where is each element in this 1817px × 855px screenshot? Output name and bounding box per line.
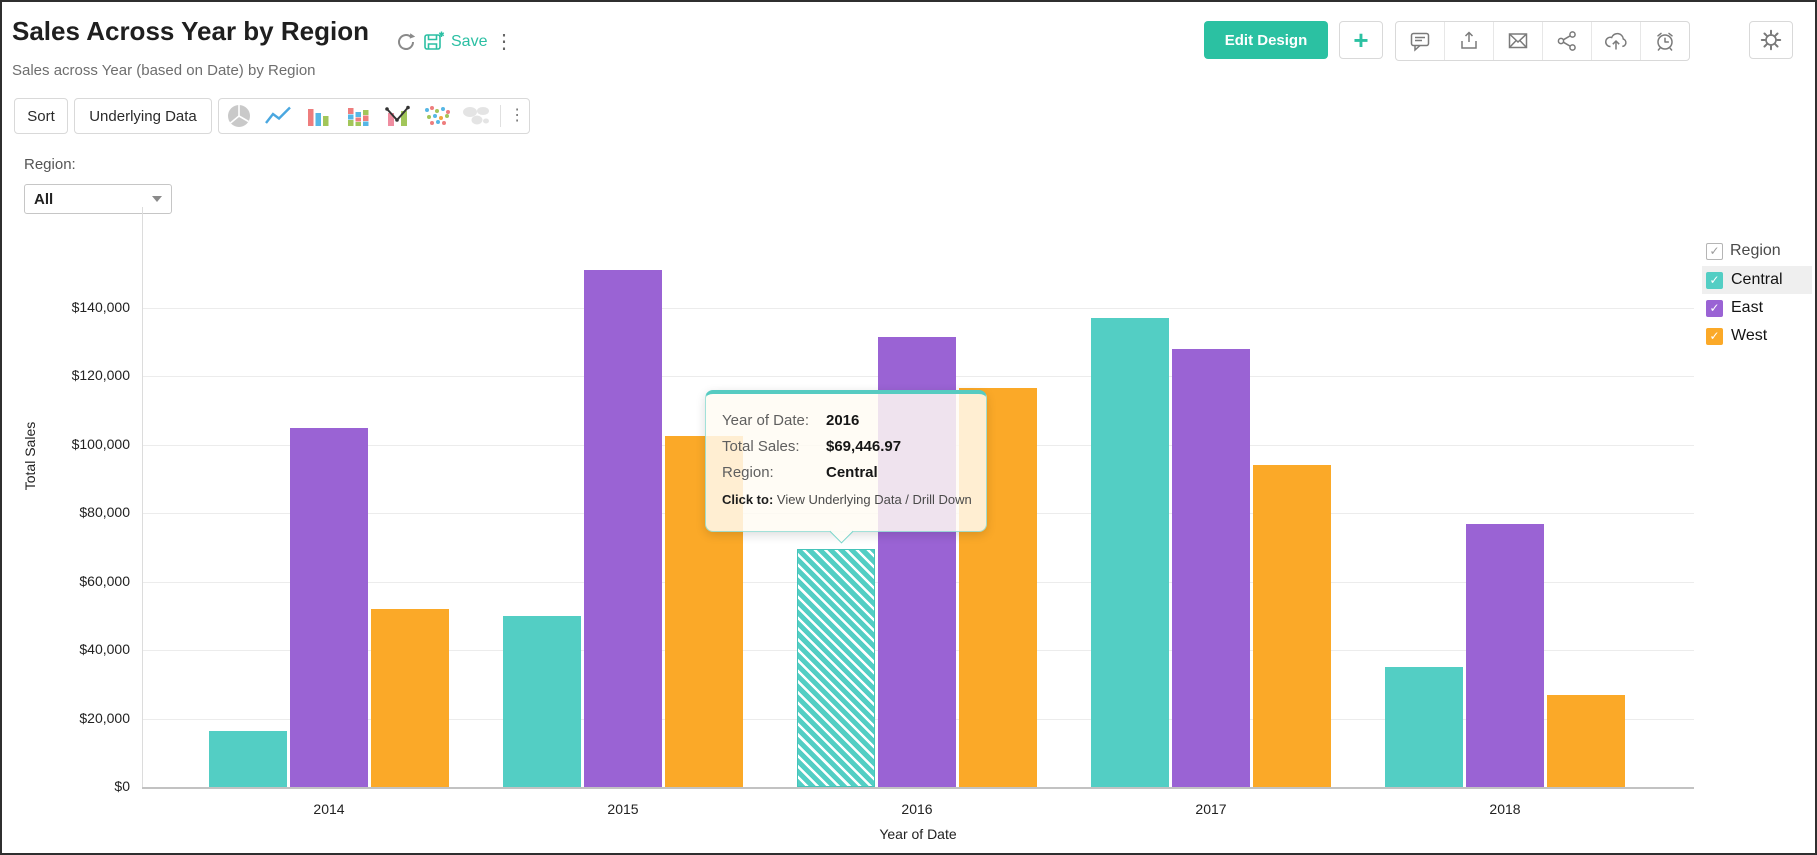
region-filter-label: Region: xyxy=(24,156,76,173)
legend-select-all-checkbox[interactable]: ✓ xyxy=(1706,242,1723,260)
cloud-upload-icon xyxy=(1603,29,1629,53)
tooltip-pointer xyxy=(829,519,854,544)
legend-title: Region xyxy=(1730,242,1781,259)
bar-west-2018[interactable] xyxy=(1547,694,1625,787)
legend-checkbox-east[interactable]: ✓ xyxy=(1706,299,1723,317)
bar-central-2016[interactable] xyxy=(797,549,875,787)
combo-chart-icon[interactable] xyxy=(377,104,417,128)
x-axis-title: Year of Date xyxy=(879,826,957,842)
tooltip-label: Total Sales: xyxy=(722,437,800,455)
header-more-menu[interactable]: ⋮ xyxy=(494,31,514,53)
alarm-clock-icon xyxy=(1653,29,1677,53)
y-tick-label: $20,000 xyxy=(79,709,130,726)
tooltip-value: $69,446.97 xyxy=(826,437,902,455)
tooltip-row: Total Sales: $69,446.97 xyxy=(722,433,972,459)
bar-east-2015[interactable] xyxy=(584,270,662,787)
export-icon xyxy=(1457,29,1481,53)
legend-checkbox-central[interactable]: ✓ xyxy=(1706,271,1723,289)
save-label: Save xyxy=(451,33,488,50)
page-subtitle: Sales across Year (based on Date) by Reg… xyxy=(12,62,316,79)
bar-west-2017[interactable] xyxy=(1253,465,1331,787)
bar-central-2018[interactable] xyxy=(1385,667,1463,787)
share-icon xyxy=(1555,29,1579,53)
line-chart-icon[interactable] xyxy=(259,104,299,128)
underlying-data-button[interactable]: Underlying Data xyxy=(74,98,212,134)
save-icon xyxy=(422,30,446,54)
add-button[interactable]: + xyxy=(1339,21,1383,59)
bar-east-2017[interactable] xyxy=(1172,349,1250,787)
bar-chart-icon[interactable] xyxy=(298,104,338,128)
tooltip-row: Year of Date: 2016 xyxy=(722,407,972,433)
divider xyxy=(500,105,502,127)
tooltip-value: 2016 xyxy=(826,411,860,429)
bar-central-2017[interactable] xyxy=(1091,318,1169,787)
comment-button[interactable] xyxy=(1396,22,1444,60)
legend-label: East xyxy=(1731,299,1764,316)
chart-type-more-menu[interactable]: ⋮ xyxy=(509,107,526,124)
email-button[interactable] xyxy=(1493,22,1542,60)
tooltip-click-value: View Underlying Data / Drill Down xyxy=(776,492,972,507)
scatter-chart-icon[interactable] xyxy=(417,104,457,128)
legend-item-west[interactable]: ✓ West xyxy=(1702,322,1812,350)
bar-central-2015[interactable] xyxy=(503,615,581,787)
bar-east-2014[interactable] xyxy=(290,427,368,787)
y-axis-line xyxy=(142,207,143,787)
chevron-down-icon xyxy=(152,196,162,202)
tooltip-label: Region: xyxy=(722,463,774,481)
legend-label: West xyxy=(1731,327,1768,344)
x-tick-label: 2016 xyxy=(901,801,933,817)
legend-label: Central xyxy=(1731,271,1783,288)
tooltip-value: Central xyxy=(826,463,878,481)
settings-button[interactable] xyxy=(1749,21,1793,59)
page-title: Sales Across Year by Region xyxy=(12,16,369,46)
chart-tooltip: Year of Date: 2016 Total Sales: $69,446.… xyxy=(705,390,987,544)
x-axis-line xyxy=(142,787,1694,789)
bar-east-2018[interactable] xyxy=(1466,523,1544,787)
legend-item-east[interactable]: ✓ East xyxy=(1702,294,1812,322)
x-tick-label: 2017 xyxy=(1195,801,1227,817)
legend: ✓ Central ✓ East ✓ West xyxy=(1702,266,1812,350)
region-filter-dropdown[interactable]: All xyxy=(24,184,172,214)
pie-chart-icon[interactable] xyxy=(219,103,259,129)
tooltip-click-label: Click to: xyxy=(722,492,774,507)
schedule-button[interactable] xyxy=(1640,22,1689,60)
stacked-bar-chart-icon[interactable] xyxy=(338,104,378,128)
y-tick-label: $60,000 xyxy=(79,572,130,589)
refresh-button[interactable] xyxy=(394,30,418,54)
legend-checkbox-west[interactable]: ✓ xyxy=(1706,327,1723,345)
publish-button[interactable] xyxy=(1591,22,1640,60)
email-icon xyxy=(1506,29,1530,53)
bar-central-2014[interactable] xyxy=(209,730,287,787)
map-chart-icon[interactable] xyxy=(457,104,497,128)
gridline xyxy=(142,307,1694,309)
legend-item-central[interactable]: ✓ Central xyxy=(1702,266,1812,294)
y-tick-label: $40,000 xyxy=(79,641,130,658)
tooltip-click-hint: Click to: View Underlying Data / Drill D… xyxy=(722,492,972,507)
export-button[interactable] xyxy=(1444,22,1493,60)
y-tick-label: $0 xyxy=(114,778,130,794)
x-tick-label: 2015 xyxy=(607,801,639,817)
comment-icon xyxy=(1408,29,1432,53)
save-button[interactable]: Save xyxy=(422,30,487,54)
sort-button[interactable]: Sort xyxy=(14,98,68,134)
refresh-icon xyxy=(394,30,418,54)
chart-type-strip: ⋮ xyxy=(218,98,530,134)
edit-design-button[interactable]: Edit Design xyxy=(1204,21,1328,59)
tooltip-label: Year of Date: xyxy=(722,411,810,429)
x-tick-label: 2018 xyxy=(1489,801,1521,817)
header-action-group xyxy=(1395,21,1690,61)
region-filter-value: All xyxy=(34,190,54,208)
share-button[interactable] xyxy=(1542,22,1591,60)
gear-icon xyxy=(1759,28,1783,52)
y-tick-label: $140,000 xyxy=(71,298,130,315)
x-tick-label: 2014 xyxy=(313,801,345,817)
tooltip-row: Region: Central xyxy=(722,459,972,485)
y-axis-title: Total Sales xyxy=(22,421,38,491)
bar-west-2014[interactable] xyxy=(371,609,449,787)
legend-header: ✓ Region xyxy=(1706,242,1781,260)
